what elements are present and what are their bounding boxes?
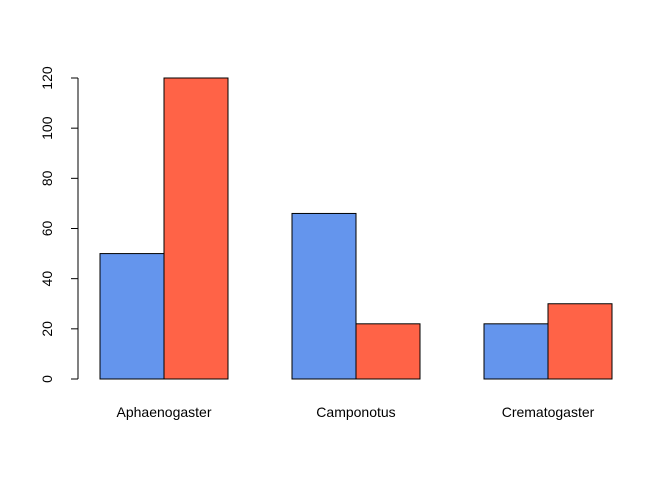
y-tick-label-100: 100 [39, 116, 55, 140]
bar-crematogaster-series-2 [547, 303, 613, 380]
bar-aphaenogaster-series-2 [163, 77, 229, 380]
y-tick-label-40: 40 [39, 271, 55, 287]
y-tick-label-80: 80 [39, 170, 55, 186]
bar-crematogaster-series-1 [483, 323, 549, 380]
x-axis-labels: Aphaenogaster Camponotus Crematogaster [117, 404, 595, 420]
category-label-aphaenogaster: Aphaenogaster [117, 404, 212, 420]
y-tick-label-60: 60 [39, 221, 55, 237]
bar-aphaenogaster-series-1 [99, 253, 165, 380]
y-tick-label-20: 20 [39, 321, 55, 337]
y-tick-label-120: 120 [39, 66, 55, 90]
category-label-crematogaster: Crematogaster [502, 404, 595, 420]
bar-camponotus-series-2 [355, 323, 421, 380]
y-tick-label-0: 0 [39, 375, 55, 383]
y-axis: 0 20 40 60 80 100 120 [39, 66, 79, 383]
category-label-camponotus: Camponotus [316, 404, 395, 420]
bar-camponotus-series-1 [291, 212, 357, 380]
bars-group [99, 77, 613, 380]
